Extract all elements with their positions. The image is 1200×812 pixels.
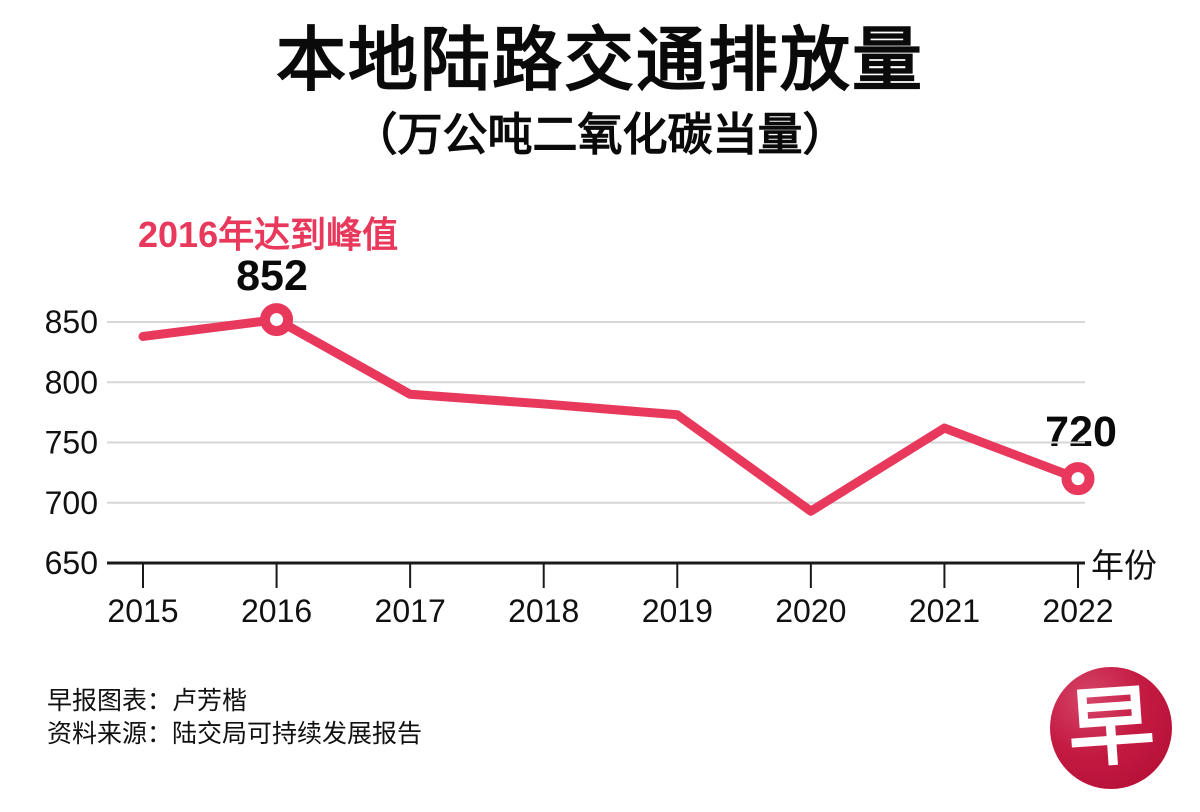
chart-subtitle: （万公吨二氧化碳当量） [352,109,848,160]
data-source: 资料来源：陆交局可持续发展报告 [47,720,423,748]
chart-title: 本地陆路交通排放量 [276,21,924,99]
zaobao-logo: 早 [1050,667,1172,789]
x-tick-label: 2021 [909,593,980,629]
y-tick-label: 650 [45,545,98,581]
peak-value-label: 852 [236,252,308,300]
x-tick-label: 2022 [1042,593,1113,629]
x-tick-label: 2015 [107,593,178,629]
x-tick-label: 2019 [642,593,713,629]
y-tick-label: 750 [45,425,98,461]
chart-credit: 早报图表：卢芳楷 [47,687,248,715]
y-tick-label: 850 [45,304,98,340]
x-tick-label: 2018 [508,593,579,629]
end-value-label: 720 [1045,408,1117,456]
x-axis-title: 年份 [1091,547,1157,584]
x-tick-label: 2020 [775,593,846,629]
emissions-line [138,315,1083,516]
peak-annotation: 2016年达到峰值 [138,214,399,255]
x-tick-label: 2016 [241,593,312,629]
zaobao-logo-glyph: 早 [1064,677,1158,779]
data-point-marker [260,303,294,337]
data-point-marker [1061,462,1095,496]
y-tick-label: 700 [45,485,98,521]
y-tick-label: 800 [45,364,98,400]
x-tick-label: 2017 [375,593,446,629]
